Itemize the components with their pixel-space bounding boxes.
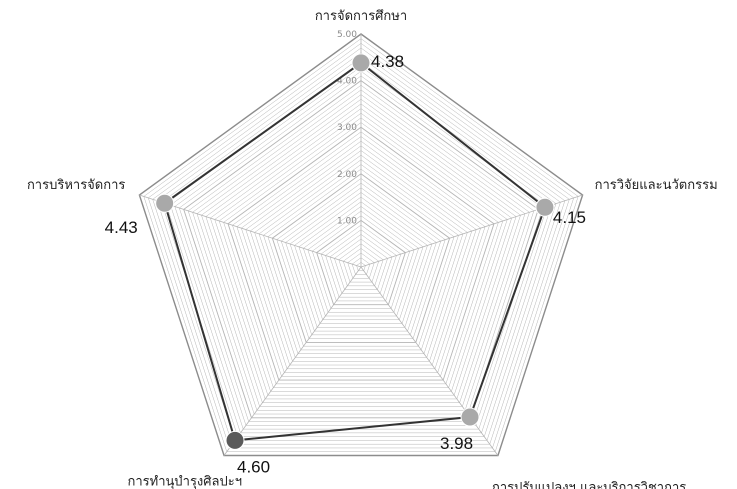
grid-ring [183, 80, 539, 419]
radar-tick-labels: 1.00 2.00 3.00 4.00 5.00 [337, 30, 357, 226]
radar-grid [138, 33, 584, 457]
grid-ring [280, 182, 442, 336]
grid-ring [276, 178, 446, 339]
data-point [351, 53, 371, 73]
grid-ring [201, 98, 521, 403]
grid-ring [210, 108, 512, 396]
grid-ring [223, 122, 499, 385]
grid-ring [263, 164, 459, 351]
grid-ring [334, 238, 388, 290]
grid-ring [320, 224, 402, 302]
grid-ring [241, 140, 481, 370]
axis-label: การทำนุบำรุงศิลปะฯ [127, 475, 242, 489]
grid-ring [143, 38, 579, 452]
radar-spokes [139, 34, 583, 456]
data-point [155, 193, 175, 213]
data-series-line [163, 61, 547, 442]
axis-label: การปรับแปลงฯ และบริการวิชาการ [492, 481, 686, 489]
grid-ring [303, 206, 419, 317]
grid-ring [356, 262, 366, 272]
data-label: 4.43 [105, 218, 138, 237]
grid-ring [285, 187, 437, 332]
tick-label: 4.00 [337, 77, 357, 87]
data-label: 4.38 [371, 52, 404, 71]
data-label: 4.60 [237, 457, 270, 476]
grid-ring [307, 210, 415, 313]
grid-ring [342, 248, 380, 283]
grid-ring [178, 75, 544, 422]
axis-label: การจัดการศึกษา [315, 9, 407, 24]
grid-ring [329, 234, 393, 294]
tick-label: 2.00 [337, 170, 357, 180]
grid-ring [311, 215, 411, 309]
grid-ring [271, 173, 451, 343]
axis-label: การวิจัยและนวัตกรรม [595, 178, 718, 193]
grid-ring [218, 117, 504, 388]
grid-ring [138, 33, 584, 457]
grid-ring [347, 252, 375, 279]
grid-ring [325, 229, 397, 298]
grid-ring [205, 103, 517, 400]
tick-label: 1.00 [337, 216, 357, 226]
grid-ring [267, 168, 455, 347]
data-label: 4.15 [553, 208, 586, 227]
data-point [535, 197, 555, 217]
grid-ring [294, 196, 428, 324]
axis-label: การบริหารจัดการ [27, 178, 125, 193]
radar-spoke [139, 194, 362, 268]
grid-ring [254, 154, 468, 358]
grid-ring [170, 66, 552, 430]
grid-ring [156, 52, 566, 441]
radar-series [163, 61, 547, 442]
grid-ring [338, 243, 384, 287]
grid-ring [258, 159, 464, 354]
grid-ring [147, 43, 575, 449]
radar-spoke [223, 266, 362, 456]
grid-ring [192, 89, 530, 411]
grid-ring [232, 131, 490, 377]
grid-ring [161, 56, 561, 437]
tick-label: 5.00 [337, 30, 357, 40]
grid-ring [152, 47, 570, 445]
grid-ring [249, 150, 473, 362]
grid-ring [227, 126, 495, 381]
grid-ring [316, 219, 406, 306]
grid-ring [245, 145, 477, 366]
grid-ring [187, 84, 535, 415]
grid-ring [214, 112, 508, 392]
data-point [460, 407, 480, 427]
grid-ring [236, 136, 486, 373]
radar-labels: 4.38 4.15 3.98 4.60 4.43 การจัดการศึกษาการวิจ… [27, 9, 718, 489]
data-label: 3.98 [440, 434, 473, 453]
grid-ring [196, 94, 526, 407]
data-point [225, 430, 245, 450]
grid-ring [298, 201, 424, 321]
grid-ring [289, 192, 433, 328]
grid-ring [351, 257, 371, 275]
radar-markers [155, 53, 555, 450]
tick-label: 3.00 [337, 123, 357, 133]
